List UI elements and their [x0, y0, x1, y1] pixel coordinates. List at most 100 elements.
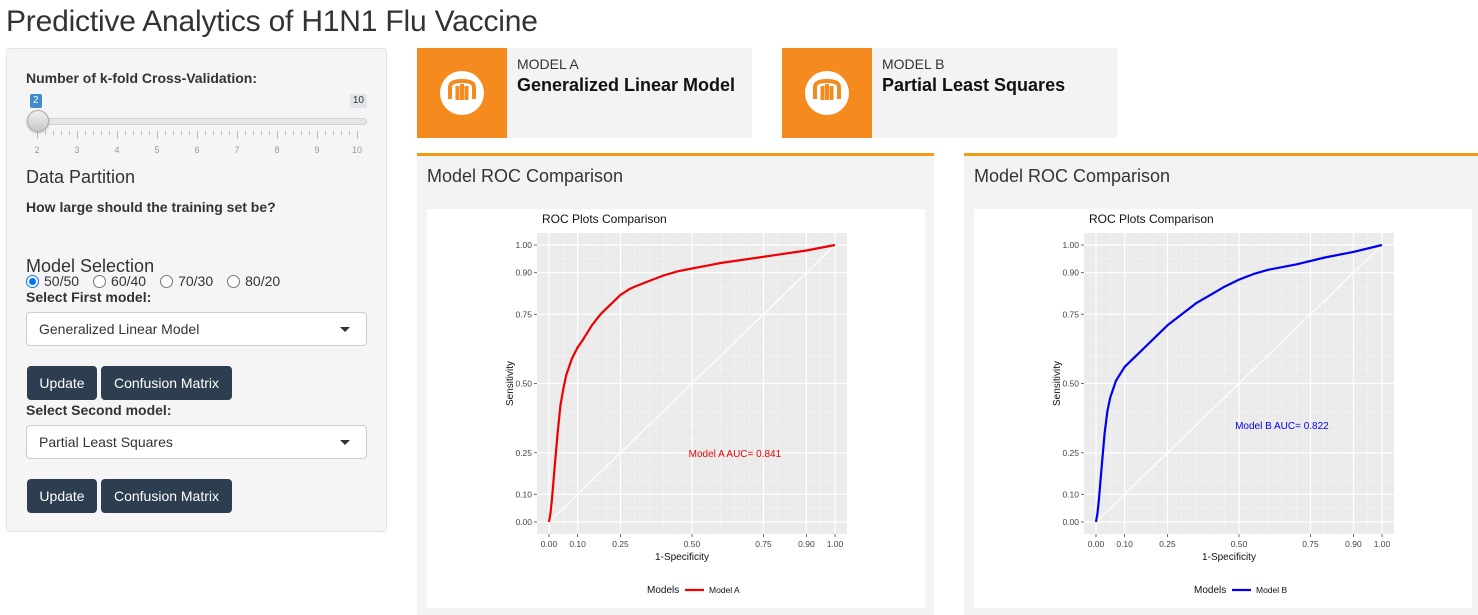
confusion-matrix-button-1[interactable]: Confusion Matrix [101, 366, 232, 400]
y-tick-label: 0.10 [515, 489, 532, 499]
x-tick-label: 0.00 [541, 539, 558, 549]
slider-tick [173, 131, 174, 135]
data-partition-heading: Data Partition [26, 167, 136, 187]
slider-max-badge: 10 [349, 94, 367, 108]
roc-curve-model-a [547, 243, 836, 523]
slider-tick [309, 131, 310, 135]
slider-tick [165, 131, 166, 135]
slider-track[interactable] [37, 118, 367, 125]
radio-label: 60/40 [111, 273, 147, 289]
slider-tick [157, 131, 158, 139]
slider-tick-label: 3 [74, 145, 80, 155]
slider-tick [197, 131, 198, 139]
x-tick-label: 0.25 [1159, 539, 1176, 549]
slider-tick [117, 131, 118, 139]
auc-annotation: Model A AUC= 0.841 [689, 449, 782, 460]
model-selection-heading: Model Selection [26, 256, 155, 276]
kfold-label: Number of k-fold Cross-Validation: [26, 70, 258, 86]
y-tick-label: 0.00 [515, 517, 532, 527]
x-tick-label: 0.50 [1231, 539, 1248, 549]
legend-label: Model A [709, 585, 740, 595]
x-tick-label: 0.50 [684, 539, 701, 549]
roc-chart-a: ROC Plots Comparison 0.00 0.10 0.25 0.50 0.75… [505, 212, 847, 596]
slider-tick [237, 131, 238, 139]
university-icon [805, 71, 849, 115]
slider-tick-label: 9 [314, 145, 320, 155]
slider-tick [277, 131, 278, 139]
infobox-icon-bg [417, 48, 507, 138]
x-tick-label: 0.10 [569, 539, 586, 549]
legend-title: Models [1194, 585, 1226, 596]
slider-tick [61, 131, 62, 135]
slider-tick [69, 131, 70, 135]
chevron-down-icon [340, 327, 350, 332]
radio-label: 70/30 [178, 273, 214, 289]
radio-button[interactable] [26, 274, 39, 288]
slider-tick [37, 131, 38, 139]
radio-option-70-30[interactable]: 70/30 [160, 273, 213, 289]
y-tick-label: 1.00 [515, 240, 532, 250]
first-model-label: Select First model: [26, 289, 152, 305]
radio-button[interactable] [227, 274, 241, 288]
radio-label: 50/50 [44, 273, 80, 289]
slider-tick [269, 131, 270, 135]
y-tick-label: 0.25 [1062, 448, 1079, 458]
diagonal-reference-line [548, 244, 836, 523]
x-tick-label: 0.90 [1345, 539, 1362, 549]
slider-tick [181, 131, 182, 135]
slider-tick [285, 131, 286, 135]
slider-tick-label: 8 [274, 145, 280, 155]
x-tick-label: 1.00 [1374, 539, 1391, 549]
y-tick-label: 0.90 [515, 268, 532, 278]
slider-tick [357, 131, 358, 139]
slider-handle[interactable] [27, 110, 49, 132]
radio-button[interactable] [160, 274, 174, 288]
slider-tick [85, 131, 86, 135]
chart-title: ROC Plots Comparison [1089, 212, 1214, 226]
y-tick-label: 0.75 [515, 309, 532, 319]
first-model-selected-value: Generalized Linear Model [39, 321, 200, 337]
slider-tick [325, 131, 326, 135]
model-b-infobox: MODEL B Partial Least Squares [782, 48, 1117, 138]
first-model-select[interactable]: Generalized Linear Model [26, 312, 367, 346]
confusion-matrix-button-2[interactable]: Confusion Matrix [101, 479, 232, 513]
partition-radio-group: 50/50 60/40 70/30 80/20 [26, 273, 280, 289]
slider-tick-label: 2 [34, 145, 40, 155]
y-axis-label: Sensitivity [505, 361, 516, 406]
roc-plot-container: ROC Plots Comparison 0.00 0.10 0.25 0.50 0.75… [427, 209, 925, 608]
x-axis-label: 1-Specificity [1202, 552, 1256, 563]
radio-option-80-20[interactable]: 80/20 [227, 273, 280, 289]
infobox-icon-bg [782, 48, 872, 138]
roc-box-model-a: Model ROC Comparison ROC Plots Compariso… [417, 153, 934, 615]
radio-label: 80/20 [245, 273, 281, 289]
slider-tick [213, 131, 214, 135]
chart-title: ROC Plots Comparison [542, 212, 667, 226]
slider-tick [53, 131, 54, 135]
second-model-select[interactable]: Partial Least Squares [26, 425, 367, 459]
update-button-2[interactable]: Update [27, 479, 97, 513]
roc-curve-model-b [1094, 243, 1383, 523]
infobox-value: Partial Least Squares [882, 75, 1066, 95]
kfold-slider[interactable]: 2 10 2 3 4 5 6 7 8 9 10 [27, 93, 367, 155]
radio-option-60-40[interactable]: 60/40 [93, 273, 146, 289]
slider-tick [341, 131, 342, 135]
slider-tick [221, 131, 222, 135]
y-tick-label: 0.50 [515, 379, 532, 389]
slider-tick [349, 131, 350, 135]
x-axis-label: 1-Specificity [655, 552, 709, 563]
slider-tick [253, 131, 254, 135]
slider-tick-label: 4 [114, 145, 120, 155]
slider-tick [229, 131, 230, 135]
update-button-1[interactable]: Update [27, 366, 97, 400]
radio-option-50-50[interactable]: 50/50 [26, 273, 79, 289]
y-tick-label: 0.50 [1062, 379, 1079, 389]
roc-plot-container: ROC Plots Comparison 0.00 0.10 0.25 0.50 0.75… [974, 209, 1472, 608]
radio-button[interactable] [93, 274, 107, 288]
second-model-label: Select Second model: [26, 402, 172, 418]
y-tick-label: 1.00 [1062, 240, 1079, 250]
y-tick-label: 0.00 [1062, 517, 1079, 527]
slider-tick [245, 131, 246, 135]
slider-tick [301, 131, 302, 135]
x-tick-label: 0.00 [1088, 539, 1105, 549]
slider-tick [141, 131, 142, 135]
